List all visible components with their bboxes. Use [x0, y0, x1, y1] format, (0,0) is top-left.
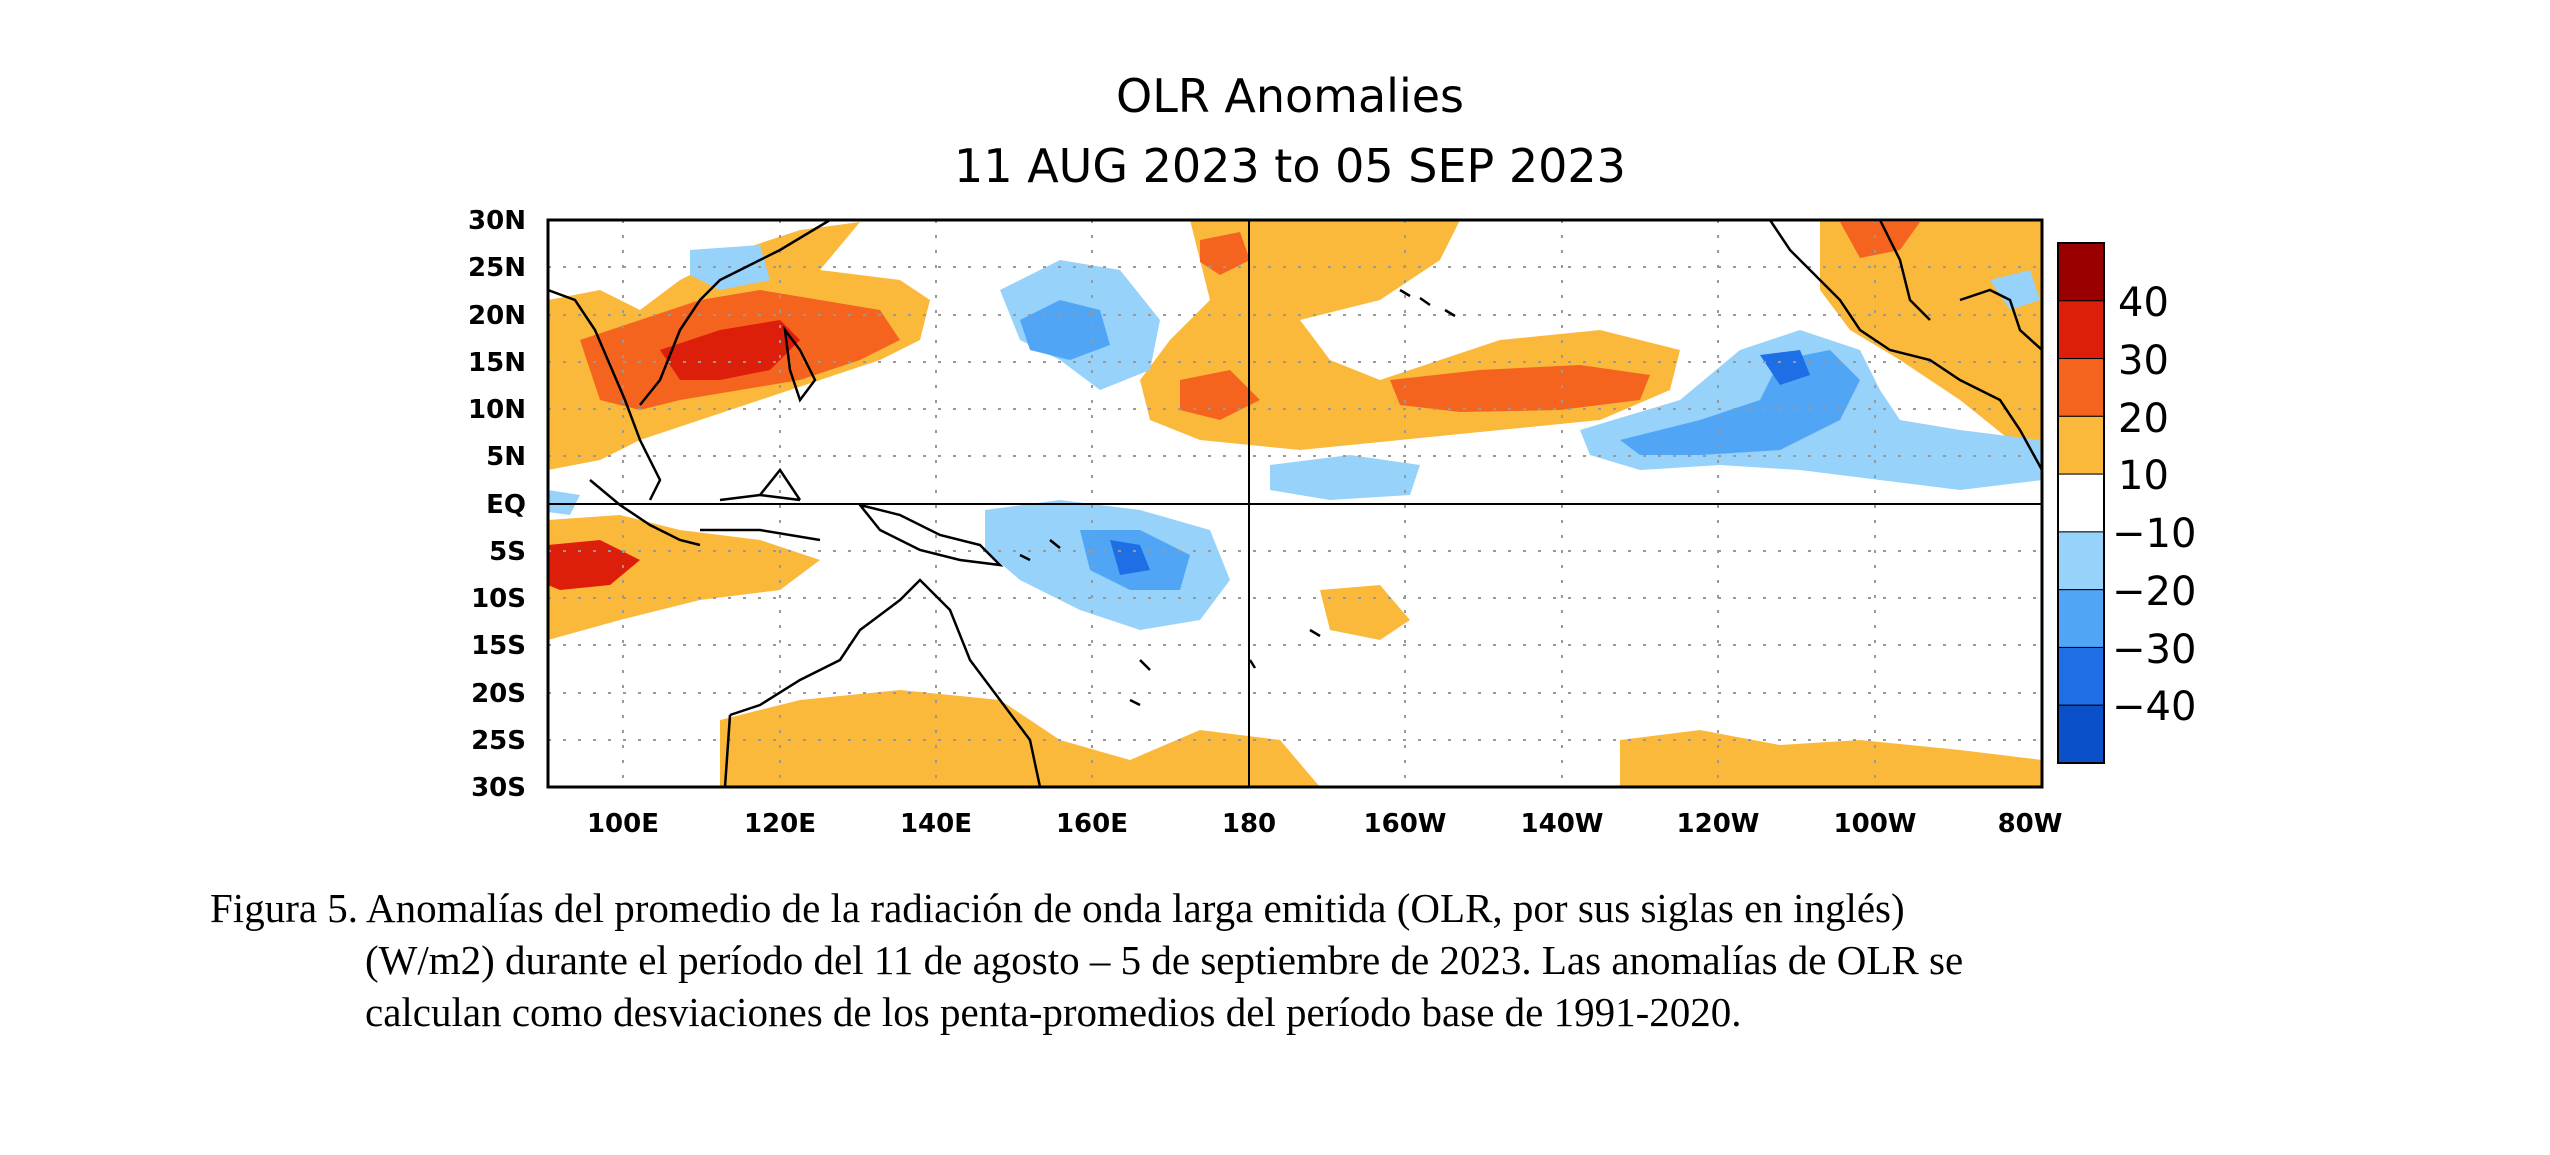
y-tick-label: 20N: [468, 301, 526, 331]
caption-line: calculan como desviaciones de los penta-…: [365, 989, 1742, 1035]
colorbar-swatch: [2057, 415, 2105, 475]
x-tick-label: 140E: [900, 809, 972, 839]
y-tick-label: 10S: [471, 584, 526, 614]
anomaly-negative-eq-indian: [548, 490, 580, 515]
coast-philippines: [783, 325, 817, 403]
colorbar-label: −20: [2112, 569, 2196, 615]
olr-anomaly-map-figure: OLR Anomalies 11 AUG 2023 to 05 SEP 2023: [468, 69, 2196, 839]
x-axis-labels: 100E 120E 140E 160E 180 160W 140W 120W 1…: [587, 809, 2062, 839]
map-subtitle: 11 AUG 2023 to 05 SEP 2023: [954, 139, 1626, 193]
y-tick-label: 25S: [471, 726, 526, 756]
anomaly-positive-central-pacific-core: [1390, 365, 1650, 412]
y-tick-label: 5S: [489, 537, 526, 567]
coast-new-guinea: [856, 502, 1004, 567]
y-tick-label: EQ: [486, 490, 526, 520]
y-tick-label: 10N: [468, 395, 526, 425]
x-tick-label: 140W: [1521, 809, 1604, 839]
colorbar-swatch: [2057, 358, 2105, 417]
x-tick-label: 100E: [587, 809, 659, 839]
colorbar-swatch: [2057, 531, 2105, 591]
x-tick-label: 120W: [1677, 809, 1760, 839]
anomaly-positive-west-pacific-peak: [660, 320, 800, 380]
colorbar-label: 20: [2118, 396, 2169, 442]
colorbar-label: −30: [2112, 627, 2196, 673]
figure-caption: Figura 5. Anomalías del promedio de la r…: [210, 882, 2410, 1038]
colorbar-swatch: [2057, 589, 2105, 648]
map-title: OLR Anomalies: [1116, 69, 1464, 123]
colorbar-swatch: [2057, 242, 2105, 302]
y-tick-label: 15S: [471, 631, 526, 661]
y-tick-label: 30N: [468, 206, 526, 236]
colorbar-label: −10: [2112, 511, 2196, 557]
coast-pacific-islands: [1019, 539, 1321, 707]
colorbar-swatch: [2057, 473, 2105, 533]
x-tick-label: 120E: [744, 809, 816, 839]
y-tick-label: 20S: [471, 679, 526, 709]
anomaly-negative-east-pacific-peak: [1760, 350, 1810, 385]
gridlines: [548, 220, 2042, 787]
x-tick-label: 180: [1222, 809, 1276, 839]
x-tick-label: 160W: [1364, 809, 1447, 839]
anomaly-positive-indian-ocean: [548, 515, 820, 640]
x-tick-label: 100W: [1834, 809, 1917, 839]
caption-line: Figura 5. Anomalías del promedio de la r…: [210, 885, 1905, 931]
anomaly-positive-south-central: [1320, 585, 1410, 640]
y-axis-labels: 30N 25N 20N 15N 10N 5N EQ 5S 10S 15S 20S…: [468, 206, 526, 803]
colorbar-label: −40: [2112, 684, 2196, 730]
colorbar-swatches: [2057, 242, 2105, 764]
anomaly-positive-hawaii: [1200, 232, 1250, 275]
anomaly-positive-mexico-core: [1840, 222, 1920, 258]
map-plot-area: [546, 218, 2044, 789]
y-tick-label: 25N: [468, 253, 526, 283]
anomaly-positive-southeast-pacific: [1620, 730, 2042, 787]
caption-line: (W/m2) durante el período del 11 de agos…: [365, 937, 1964, 983]
map-frame: [546, 218, 2044, 789]
coast-asia-mainland: [548, 220, 831, 501]
colorbar: 40 30 20 10 −10 −20 −30 −40: [2057, 242, 2196, 764]
anomaly-negative-equatorial-west-peak: [1110, 540, 1150, 575]
colorbar-label: 30: [2118, 338, 2169, 384]
colorbar-swatch: [2057, 646, 2105, 706]
coast-hawaii: [1399, 288, 1456, 318]
anomaly-positive-southern-band: [720, 690, 1320, 787]
coast-australia: [723, 578, 1042, 787]
y-tick-label: 5N: [486, 442, 526, 472]
colorbar-label: 10: [2118, 453, 2169, 499]
colorbar-swatch: [2057, 300, 2105, 360]
anomaly-positive-indian-ocean-core: [548, 540, 640, 590]
y-tick-label: 30S: [471, 773, 526, 803]
x-tick-label: 160E: [1056, 809, 1128, 839]
colorbar-label: 40: [2118, 280, 2169, 326]
anomaly-negative-philippine-sea-core: [1020, 300, 1110, 360]
y-tick-label: 15N: [468, 348, 526, 378]
coastlines: [548, 220, 2042, 787]
coast-indonesia: [589, 467, 821, 547]
coast-north-america: [1768, 220, 2042, 471]
x-tick-label: 80W: [1998, 809, 2063, 839]
colorbar-frame: [2057, 242, 2105, 764]
colorbar-swatch: [2057, 704, 2105, 764]
anomaly-negative-central-eq: [1270, 455, 1420, 500]
anomaly-negative-baja: [1990, 270, 2040, 310]
anomaly-positive-date-line-core: [1180, 370, 1260, 420]
